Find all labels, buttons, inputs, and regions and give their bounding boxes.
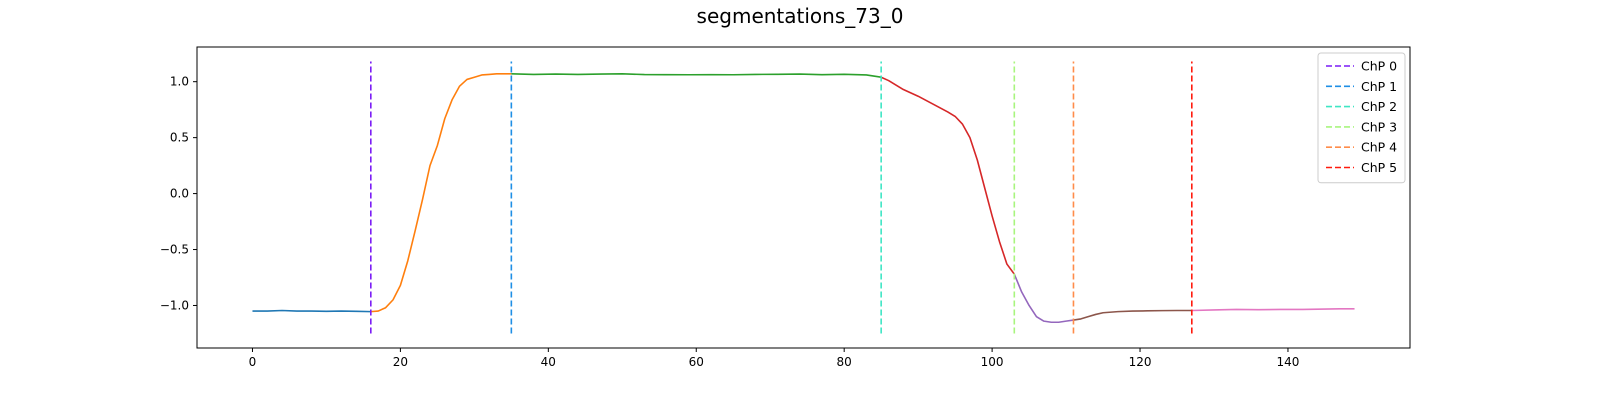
series-segment-1 (370, 73, 512, 313)
x-tick-label: 20 (393, 355, 408, 369)
legend-label: ChP 3 (1361, 119, 1397, 134)
legend: ChP 0 ChP 1 ChP 2 ChP 3 ChP 4 ChP 5 (1317, 52, 1406, 184)
y-tick-label: 0.5 (170, 131, 189, 145)
y-tick-label: −1.0 (160, 298, 189, 312)
x-tick-label: 60 (689, 355, 704, 369)
y-tick-label: −0.5 (160, 243, 189, 257)
x-tick-label: 80 (837, 355, 852, 369)
x-tick-label: 100 (981, 355, 1004, 369)
chart-title: segmentations_73_0 (696, 4, 904, 28)
legend-box (1317, 52, 1406, 184)
x-axis: 0 20 40 60 80 100 120 140 (249, 348, 1300, 369)
y-axis: −1.0 −0.5 0.0 0.5 1.0 (160, 75, 197, 312)
axes-frame (196, 46, 1411, 349)
plot-area (252, 61, 1355, 334)
series-segment-0 (252, 309, 371, 313)
legend-label: ChP 4 (1361, 140, 1397, 155)
series-segment-3 (880, 76, 1015, 275)
y-tick-label: 1.0 (170, 75, 189, 89)
series-segment-6 (1191, 308, 1355, 312)
legend-label: ChP 1 (1361, 79, 1397, 94)
x-tick-label: 40 (541, 355, 556, 369)
y-tick-label: 0.0 (170, 187, 189, 201)
legend-label: ChP 5 (1361, 160, 1397, 175)
x-tick-label: 140 (1277, 355, 1300, 369)
legend-label: ChP 2 (1361, 99, 1397, 114)
series-segment-4 (1013, 273, 1074, 324)
legend-label: ChP 0 (1361, 59, 1397, 74)
series-segment-2 (511, 73, 882, 79)
x-tick-label: 0 (249, 355, 257, 369)
series-segment-5 (1073, 309, 1192, 321)
x-tick-label: 120 (1129, 355, 1152, 369)
